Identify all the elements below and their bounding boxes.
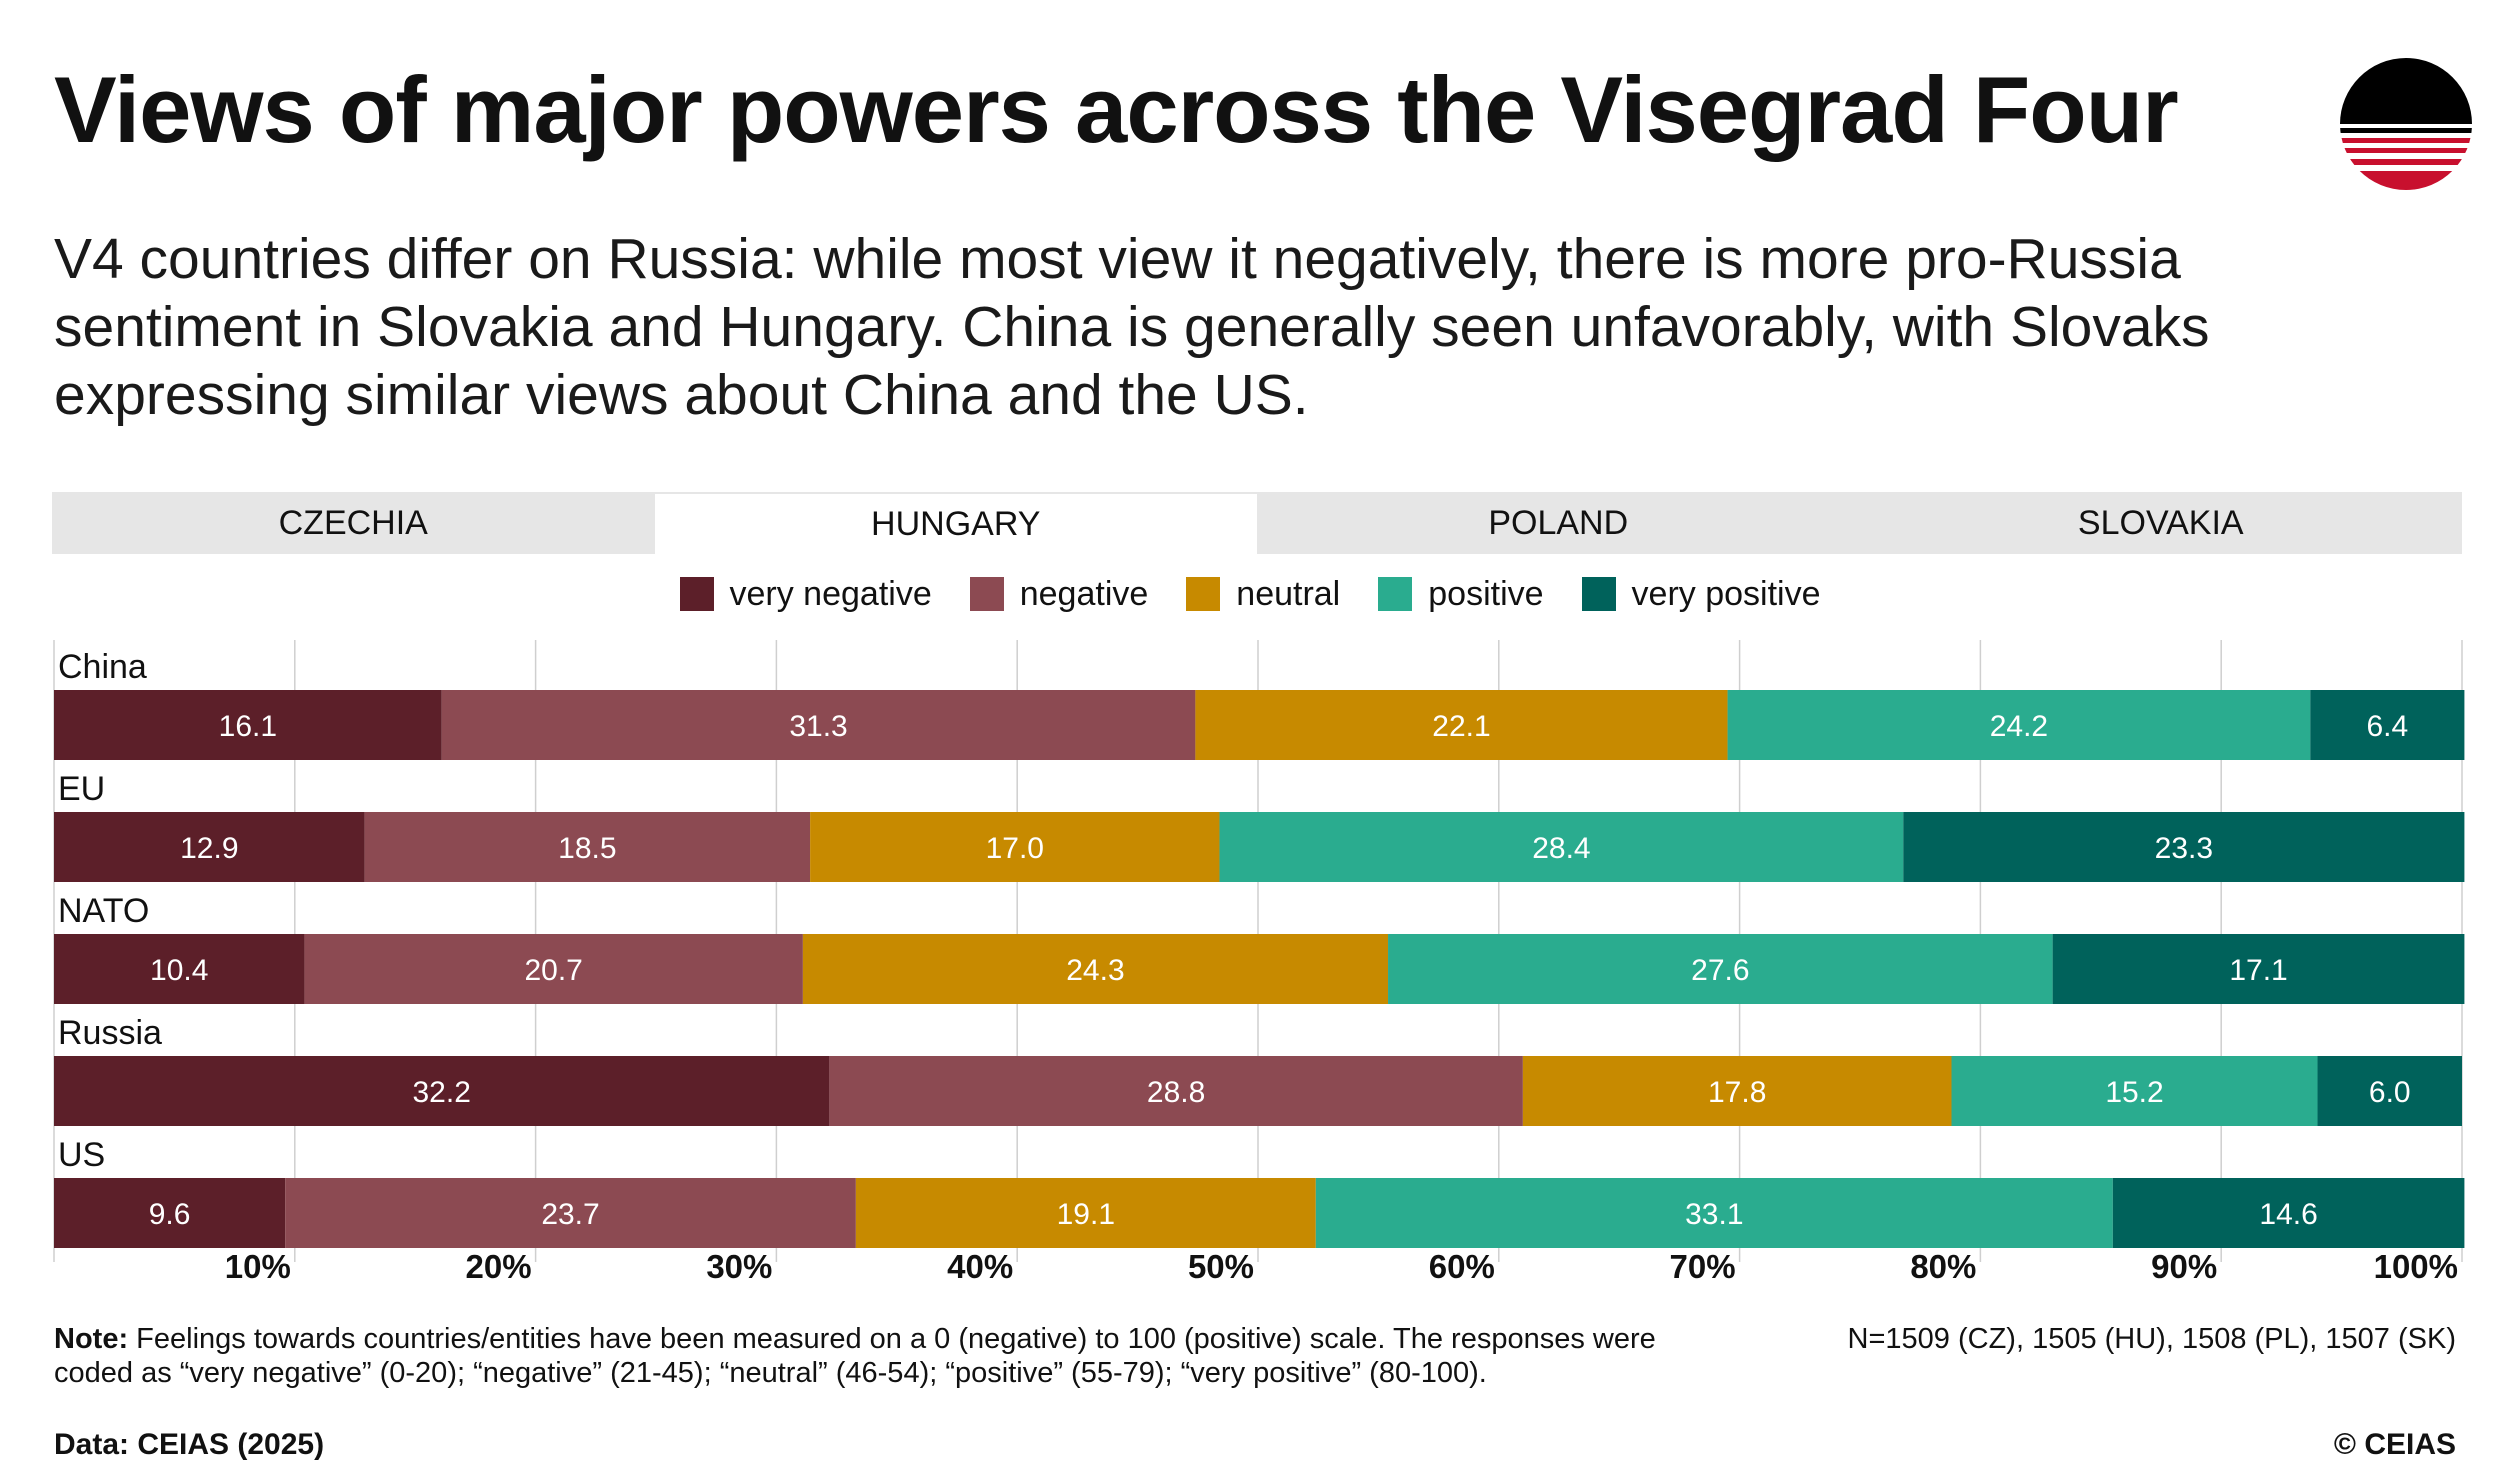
legend-item-very-negative: very negative	[679, 574, 932, 614]
bar-segment	[2317, 1056, 2462, 1126]
data-label: 10.4	[150, 954, 208, 987]
legend-label: neutral	[1236, 574, 1341, 613]
bar-segment	[441, 690, 1196, 760]
bar-segment	[1903, 812, 2465, 882]
legend-label: very positive	[1631, 574, 1821, 613]
bar-segment	[2052, 934, 2465, 1004]
data-label: 23.7	[541, 1198, 599, 1231]
legend-swatch	[969, 577, 1004, 611]
bar-segment	[54, 812, 365, 882]
chart-subtitle: V4 countries differ on Russia: while mos…	[54, 227, 2210, 427]
data-label: 24.3	[1066, 954, 1124, 987]
data-label: 33.1	[1685, 1198, 1743, 1231]
data-label: 17.8	[1708, 1076, 1766, 1109]
category-label: Russia	[58, 1014, 162, 1052]
data-label: 27.6	[1691, 954, 1749, 987]
tab-hungary[interactable]: HUNGARY	[654, 492, 1257, 554]
bar-segment	[1219, 812, 1904, 882]
data-label: 31.3	[789, 710, 847, 743]
bar-segment	[855, 1178, 1316, 1248]
chart-note: Note: Feelings towards countries/entitie…	[54, 1322, 1694, 1390]
sample-size: N=1509 (CZ), 1505 (HU), 1508 (PL), 1507 …	[1847, 1323, 2456, 1355]
legend-swatch	[1581, 577, 1616, 611]
tab-poland[interactable]: POLAND	[1488, 503, 1629, 542]
legend-swatch	[1378, 577, 1413, 611]
data-label: 28.4	[1532, 832, 1590, 865]
bar-segment	[829, 1056, 1523, 1126]
bar-segment	[1315, 1178, 2113, 1248]
ceias-logo-icon	[2340, 58, 2472, 190]
data-label: 14.6	[2259, 1198, 2317, 1231]
bar-segment	[1388, 934, 2053, 1004]
legend-swatch	[1186, 577, 1221, 611]
country-tabs: CZECHIA HUNGARY POLAND SLOVAKIA	[52, 492, 2462, 554]
chart-title: Views of major powers across the Visegra…	[54, 57, 2179, 162]
data-label: 32.2	[412, 1076, 470, 1109]
bar-segment	[304, 934, 803, 1004]
data-label: 6.4	[2366, 710, 2408, 743]
category-label: EU	[58, 770, 105, 808]
chart-legend: very negative negative neutral positive …	[0, 568, 2500, 620]
category-label: NATO	[58, 892, 149, 930]
x-tick-label: 70%	[1670, 1248, 1736, 1285]
x-tick-label: 40%	[947, 1248, 1013, 1285]
bar-segment	[1195, 690, 1728, 760]
x-tick-label: 20%	[466, 1248, 532, 1285]
category-label: US	[58, 1136, 105, 1174]
category-label: China	[58, 648, 147, 686]
bar-segment	[54, 1178, 286, 1248]
bar-segment	[2112, 1178, 2465, 1248]
legend-item-neutral: neutral	[1186, 575, 1340, 614]
data-label: 22.1	[1432, 710, 1490, 743]
bar-segment	[364, 812, 811, 882]
legend-label: negative	[1019, 574, 1149, 613]
bar-segment	[2310, 690, 2465, 760]
note-label: Note:	[54, 1323, 129, 1355]
tab-czechia[interactable]: CZECHIA	[278, 503, 428, 542]
stacked-bar-chart: China 16.1 31.3 22.1 24.2 6.4 EU 12.9 18.5 17.0 28…	[53, 640, 2465, 1285]
bar-segment	[802, 934, 1389, 1004]
legend-label: positive	[1428, 574, 1544, 613]
data-label: 18.5	[558, 832, 616, 865]
bar-segment	[810, 812, 1220, 882]
data-label: 16.1	[219, 710, 277, 743]
x-tick-label: 30%	[706, 1248, 772, 1285]
bar-segment	[54, 690, 442, 760]
x-tick-label: 10%	[225, 1248, 291, 1285]
data-label: 17.1	[2229, 954, 2287, 987]
data-label: 6.0	[2369, 1076, 2411, 1109]
legend-label: very negative	[729, 574, 932, 613]
bar-segment	[285, 1178, 856, 1248]
data-label: 20.7	[524, 954, 582, 987]
note-text: Feelings towards countries/entities have…	[54, 1323, 1656, 1389]
x-tick-label: 100%	[2374, 1248, 2458, 1285]
data-source: Data: CEIAS (2025)	[54, 1428, 325, 1461]
x-tick-label: 80%	[1910, 1248, 1976, 1285]
legend-item-negative: negative	[969, 574, 1149, 614]
data-label: 23.3	[2155, 832, 2213, 865]
bar-segment	[1522, 1056, 1952, 1126]
bar-segment	[54, 934, 305, 1004]
data-label: 15.2	[2105, 1076, 2163, 1109]
data-label: 17.0	[986, 832, 1044, 865]
legend-swatch	[679, 577, 714, 611]
legend-item-positive: positive	[1378, 574, 1544, 614]
x-tick-label: 50%	[1188, 1248, 1254, 1285]
data-label: 19.1	[1057, 1198, 1115, 1231]
data-label: 9.6	[149, 1198, 191, 1231]
bar-segment	[1727, 690, 2311, 760]
data-label: 24.2	[1990, 710, 2048, 743]
data-label: 28.8	[1147, 1076, 1205, 1109]
copyright: © CEIAS	[2333, 1428, 2456, 1461]
tab-slovakia[interactable]: SLOVAKIA	[2077, 503, 2244, 542]
x-tick-label: 90%	[2151, 1248, 2217, 1285]
bar-segment	[1951, 1056, 2318, 1126]
bar-segment	[54, 1056, 830, 1126]
x-tick-label: 60%	[1429, 1248, 1495, 1285]
data-label: 12.9	[180, 832, 238, 865]
legend-item-very-positive: very positive	[1581, 574, 1821, 614]
